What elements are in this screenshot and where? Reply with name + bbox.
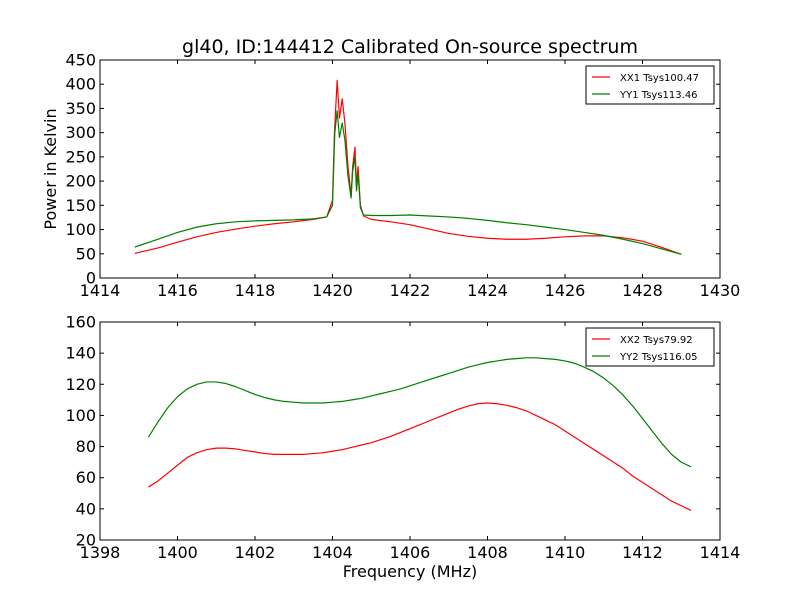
x-axis-label: Frequency (MHz) (343, 562, 477, 581)
legend-box (585, 327, 715, 367)
x-tick-label: 1412 (622, 543, 663, 562)
y-tick-label: 80 (76, 437, 96, 456)
x-tick-label: 1408 (467, 543, 508, 562)
series-line-yy1 (134, 110, 682, 255)
y-tick-label: 160 (65, 313, 96, 332)
y-tick-label: 0 (86, 269, 96, 288)
x-tick-label: 1398 (80, 543, 121, 562)
x-tick-label: 1416 (157, 281, 198, 300)
series-group (147, 357, 692, 511)
legend-entry-label: XX2 Tsys79.92 (620, 335, 693, 346)
y-tick-label: 450 (65, 51, 96, 70)
y-tick-label: 400 (65, 75, 96, 94)
x-tick-label: 1400 (157, 543, 198, 562)
x-tick-label: 1426 (545, 281, 586, 300)
series-line-yy2 (147, 357, 692, 468)
y-tick-label: 60 (76, 468, 96, 487)
y-tick-label: 200 (65, 172, 96, 191)
chart-title: gl40, ID:144412 Calibrated On-source spe… (182, 36, 638, 58)
legend-entry-label: XX1 Tsys100.47 (620, 73, 699, 84)
legend-entry-label: YY2 Tsys116.05 (619, 352, 698, 363)
y-tick-label: 40 (76, 499, 96, 518)
x-tick-label: 1402 (235, 543, 276, 562)
series-group (134, 79, 682, 255)
x-tick-label: 1420 (312, 281, 353, 300)
y-tick-label: 300 (65, 123, 96, 142)
y-tick-label: 350 (65, 99, 96, 118)
legend: XX1 Tsys100.47 YY1 Tsys113.46 (585, 65, 715, 105)
x-tick-label: 1406 (390, 543, 431, 562)
y-axis-label: Power in Kelvin (41, 108, 60, 229)
y-tick-label: 140 (65, 344, 96, 363)
y-tick-label: 100 (65, 220, 96, 239)
y-tick-label: 100 (65, 406, 96, 425)
y-tick-label: 250 (65, 147, 96, 166)
x-tick-label: 1422 (390, 281, 431, 300)
legend: XX2 Tsys79.92 YY2 Tsys116.05 (585, 327, 715, 367)
x-tick-label: 1410 (545, 543, 586, 562)
series-line-xx2 (148, 402, 692, 511)
plot-bottom: 1398 1400 1402 1404 1406 1408 1410 1412 1414 20 40… (65, 313, 740, 582)
x-tick-label: 1430 (700, 281, 741, 300)
y-tick-label: 20 (76, 531, 96, 550)
plot-top: 1414 1416 1418 1420 1422 1424 1426 1428 1430 0 50 1… (41, 51, 740, 301)
legend-box (585, 65, 715, 105)
x-tick-label: 1424 (467, 281, 508, 300)
x-tick-label: 1418 (235, 281, 276, 300)
y-tick-label: 50 (76, 244, 96, 263)
x-tick-label: 1404 (312, 543, 353, 562)
y-tick-label: 120 (65, 375, 96, 394)
x-tick-label: 1428 (622, 281, 663, 300)
y-tick-label: 150 (65, 196, 96, 215)
x-tick-label: 1414 (80, 281, 121, 300)
x-tick-label: 1414 (700, 543, 741, 562)
legend-entry-label: YY1 Tsys113.46 (619, 90, 698, 101)
